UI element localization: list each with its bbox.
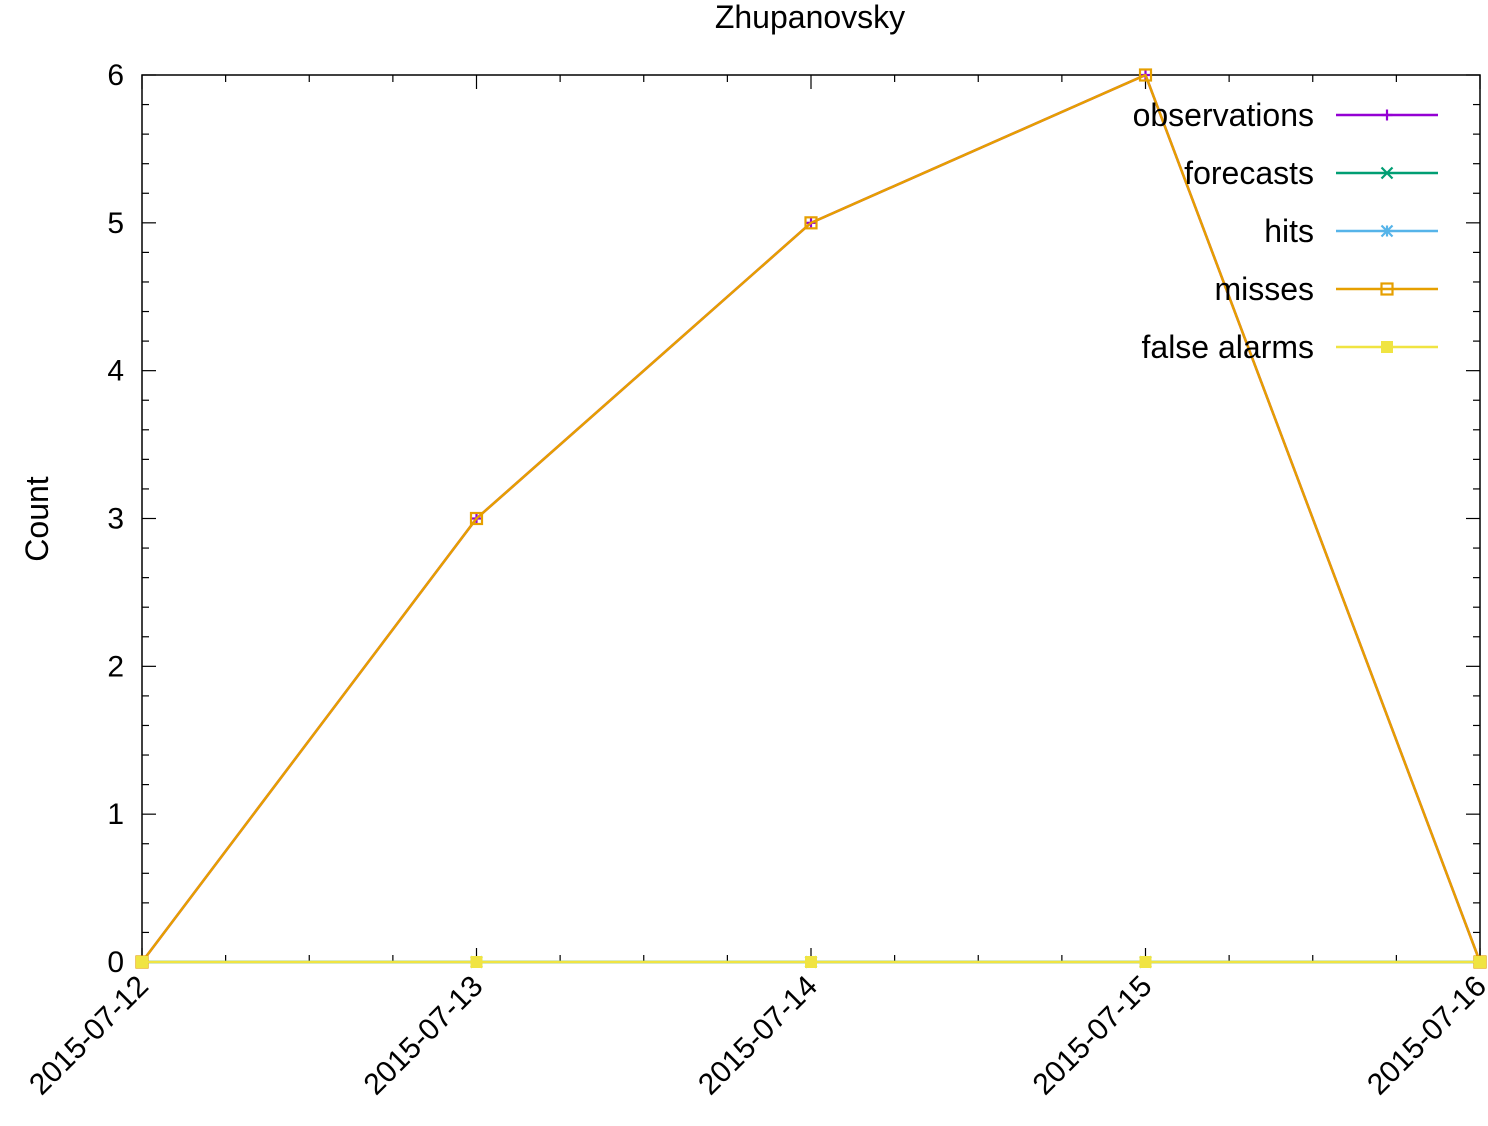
data-point <box>136 956 148 968</box>
y-tick-label: 4 <box>107 355 124 388</box>
data-point <box>1474 956 1486 968</box>
x-tick-label: 2015-07-16 <box>1361 970 1488 1102</box>
legend-label: hits <box>1264 213 1314 249</box>
chart-title: Zhupanovsky <box>715 0 905 35</box>
data-point <box>1138 68 1153 82</box>
legend-marker <box>1380 166 1394 180</box>
plot-frame <box>141 74 1481 963</box>
data-point <box>1139 956 1152 968</box>
data-point <box>470 956 483 968</box>
series-line-3 <box>141 73 1482 963</box>
y-tick-label: 2 <box>107 650 124 683</box>
y-tick-label: 5 <box>107 207 124 240</box>
legend-marker <box>1381 341 1393 353</box>
x-tick-label: 2015-07-14 <box>692 970 824 1102</box>
legend-marker <box>1380 282 1394 296</box>
series-line-0 <box>141 73 1482 963</box>
x-tick-label: 2015-07-13 <box>358 970 490 1102</box>
y-tick-label: 6 <box>107 59 124 92</box>
x-tick-label: 2015-07-15 <box>1027 970 1159 1102</box>
y-tick-label: 1 <box>107 798 124 831</box>
legend-label: forecasts <box>1184 155 1314 191</box>
legend-label: observations <box>1133 97 1314 133</box>
data-point <box>805 956 817 968</box>
y-tick-label: 3 <box>107 503 124 536</box>
y-axis-label: Count <box>19 476 55 562</box>
legend-marker <box>1381 109 1393 121</box>
legend: observations forecasts hits misses false ala… <box>1133 97 1438 365</box>
x-tick-label: 2015-07-12 <box>23 970 155 1102</box>
legend-label: false alarms <box>1142 329 1315 365</box>
data-point <box>804 216 818 230</box>
legend-marker <box>1380 224 1394 238</box>
legend-label: misses <box>1214 271 1314 307</box>
y-tick-label: 0 <box>107 946 124 979</box>
data-point <box>469 511 484 526</box>
